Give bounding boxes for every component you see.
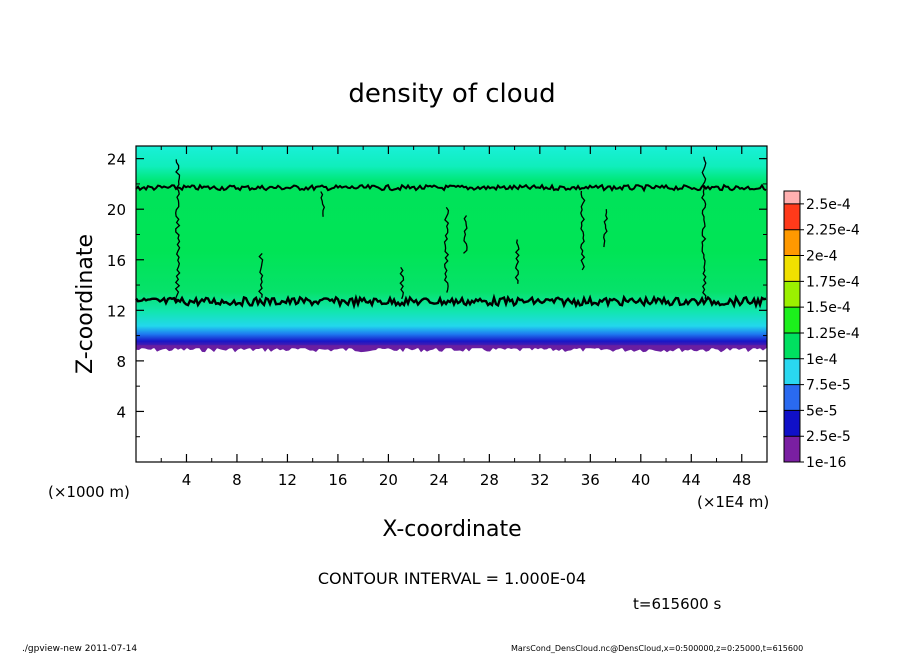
x-axis-unit: (×1E4 m) [697, 493, 769, 511]
contour-line-upper [135, 183, 767, 193]
cloud-streak [174, 159, 181, 302]
colorbar-swatch [784, 203, 800, 230]
colorbar-label: 2e-4 [806, 249, 838, 265]
plot-frame [135, 145, 768, 463]
colorbar-label: 1e-16 [806, 455, 846, 471]
time-label: t=615600 s [633, 595, 721, 613]
colorbar-swatch [784, 255, 800, 282]
cloud-streak [258, 252, 264, 298]
colorbar: 1e-16 2.5e-5 5e-5 7.5e-5 1e-4 1.25e-4 1.5e-4 1.… [783, 190, 860, 471]
colorbar-swatch [784, 281, 800, 308]
x-tick-label: 24 [429, 471, 448, 489]
y-tick-label: 16 [107, 252, 126, 270]
x-tick-label: 12 [278, 471, 297, 489]
x-tick-label: 20 [379, 471, 398, 489]
colorbar-swatch [784, 229, 800, 256]
colorbar-swatch [784, 384, 800, 411]
y-tick-label: 24 [107, 151, 126, 169]
colorbar-swatch [784, 332, 800, 359]
colorbar-label: 2.5e-5 [806, 429, 851, 445]
x-tick-label: 4 [182, 471, 192, 489]
cloud-streak [514, 239, 520, 284]
cloud-streak [399, 266, 405, 300]
chart-title: density of cloud [348, 79, 555, 109]
colorbar-label: 1.75e-4 [806, 274, 860, 290]
colorbar-swatch [784, 436, 800, 462]
x-tick-label: 36 [581, 471, 600, 489]
colorbar-label: 5e-5 [806, 403, 837, 419]
x-tick-label: 40 [631, 471, 650, 489]
cloud-streak [701, 156, 707, 300]
colorbar-swatch [784, 410, 800, 437]
y-axis-ticks: 4 8 12 16 20 24 [107, 151, 767, 438]
colorbar-swatch-top [784, 191, 800, 204]
x-tick-label: 48 [732, 471, 751, 489]
y-axis-unit: (×1000 m) [48, 483, 130, 501]
x-tick-label: 16 [328, 471, 347, 489]
cloud-base-fringe [136, 345, 767, 353]
footer-right: MarsCond_DensCloud.nc@DensCloud,x=0:5000… [511, 644, 803, 653]
y-tick-label: 12 [107, 302, 126, 320]
colorbar-label: 1.5e-4 [806, 300, 851, 316]
cloud-streak [463, 215, 468, 254]
y-axis-label: Z-coordinate [73, 234, 98, 374]
cloud-streak [443, 206, 450, 293]
colorbar-swatch [784, 358, 800, 385]
colorbar-label: 7.5e-5 [806, 378, 851, 394]
cloud-streak [603, 209, 608, 248]
contour-interval-label: CONTOUR INTERVAL = 1.000E-04 [318, 569, 586, 588]
x-axis-label: X-coordinate [382, 517, 521, 542]
x-tick-label: 28 [480, 471, 499, 489]
y-tick-label: 4 [116, 403, 126, 421]
colorbar-label: 2.5e-4 [806, 197, 851, 213]
cloud-streaks [174, 156, 707, 302]
x-tick-label: 8 [232, 471, 242, 489]
x-tick-label: 44 [682, 471, 701, 489]
x-axis-ticks: 4 8 12 16 20 24 28 32 36 40 44 48 [160, 146, 751, 489]
colorbar-label: 2.25e-4 [806, 223, 860, 239]
colorbar-swatch [784, 307, 800, 333]
contour-line-lower [135, 293, 767, 310]
cloud-streak [320, 191, 326, 217]
y-tick-label: 20 [107, 201, 126, 219]
cloud-field [136, 146, 767, 349]
colorbar-label: 1.25e-4 [806, 326, 860, 342]
y-tick-label: 8 [116, 353, 126, 371]
x-tick-label: 32 [530, 471, 549, 489]
footer-left: ./gpview-new 2011-07-14 [22, 644, 137, 654]
colorbar-label: 1e-4 [806, 352, 838, 368]
cloud-streak [580, 190, 586, 271]
